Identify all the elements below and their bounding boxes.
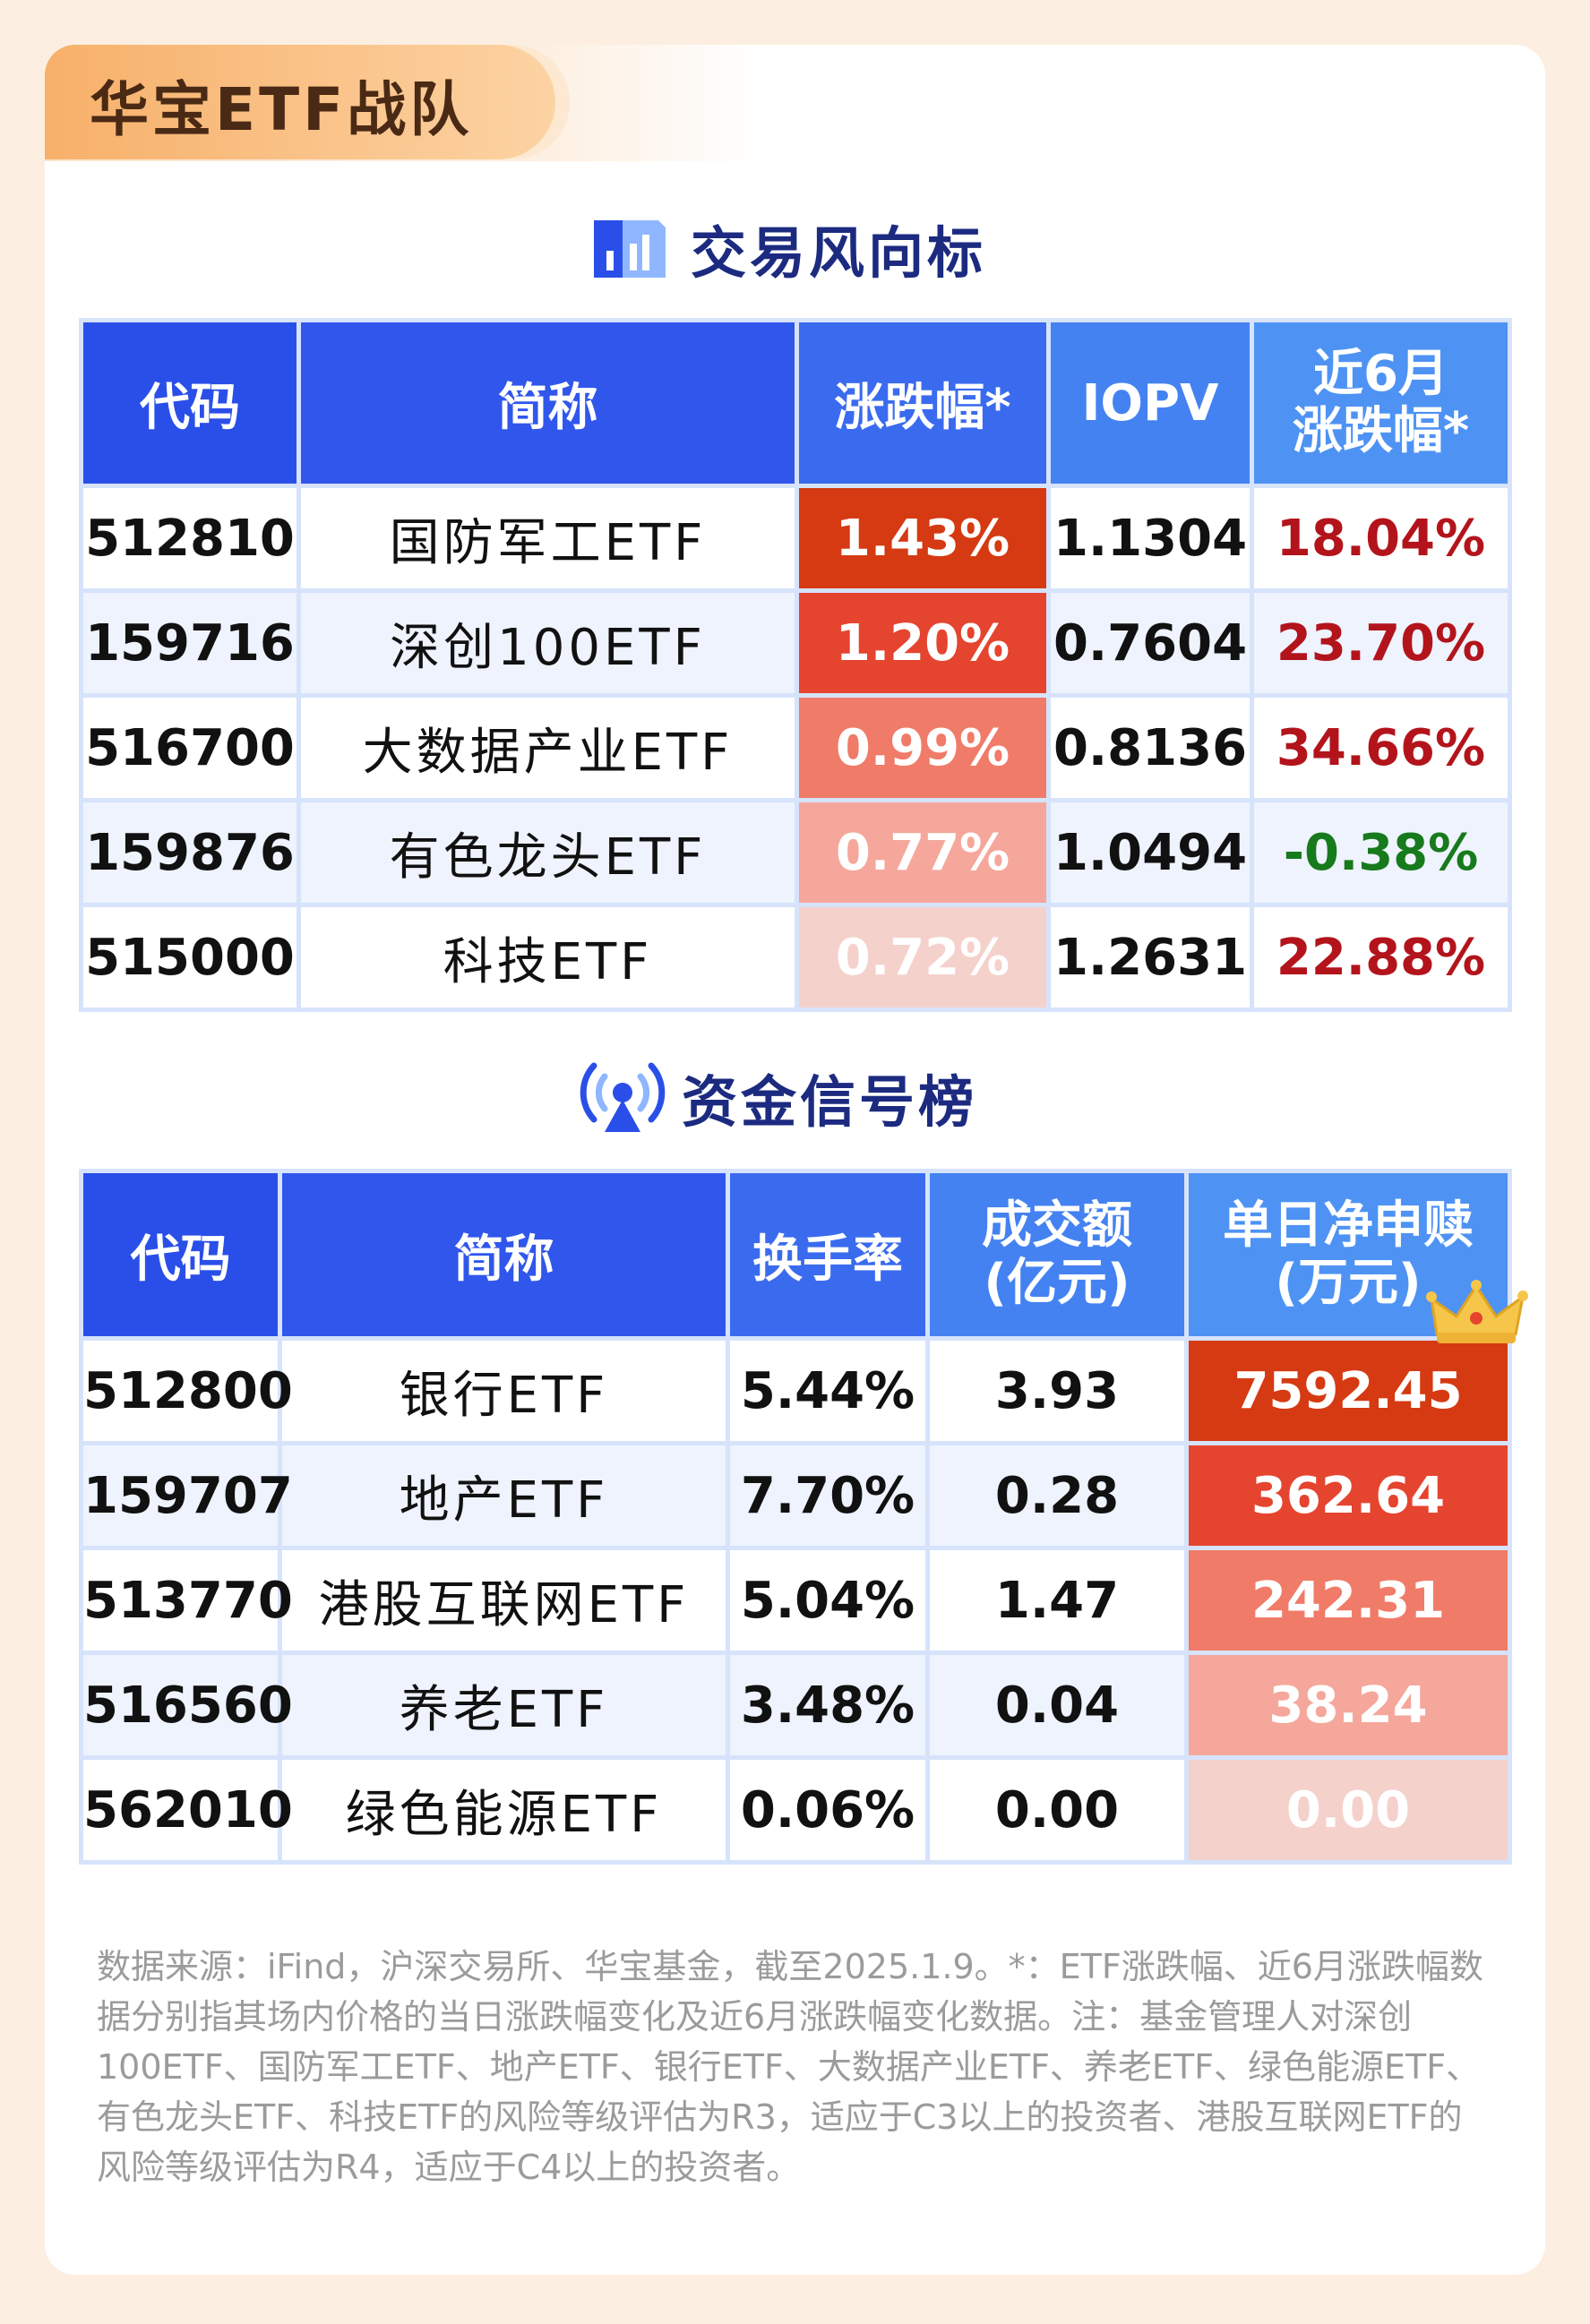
table-row: 515000 科技ETF 0.72% 1.2631 22.88%: [83, 907, 1508, 1008]
iopv-cell: 0.8136: [1051, 698, 1250, 798]
net-flow-cell: 38.24: [1189, 1655, 1508, 1755]
section-title-funds: 资金信号榜: [578, 1057, 1005, 1137]
col-header: 成交额 (亿元): [930, 1173, 1184, 1336]
code-cell: 513770: [83, 1550, 293, 1651]
table-row: 513770 港股互联网ETF 5.04% 1.47 242.31: [83, 1550, 1508, 1651]
code-cell: 516700: [83, 698, 297, 798]
volume-cell: 1.47: [930, 1550, 1184, 1651]
volume-cell: 0.00: [930, 1760, 1184, 1860]
section-title-funds-text: 资金信号榜: [682, 1069, 978, 1135]
name-cell: 银行ETF: [282, 1341, 726, 1441]
table-header-row: 代码 简称 换手率 成交额 (亿元) 单日净申赎 (万元): [83, 1173, 1508, 1336]
change-cell: 0.77%: [799, 802, 1046, 903]
turnover-cell: 3.48%: [730, 1655, 925, 1755]
funds-table: 代码 简称 换手率 成交额 (亿元) 单日净申赎 (万元) 512800 银行E…: [79, 1169, 1512, 1865]
table-row: 159707 地产ETF 7.70% 0.28 362.64: [83, 1445, 1508, 1546]
turnover-cell: 5.44%: [730, 1341, 925, 1441]
name-cell: 国防军工ETF: [301, 488, 795, 588]
volume-cell: 3.93: [930, 1341, 1184, 1441]
iopv-cell: 1.2631: [1051, 907, 1250, 1008]
name-cell: 科技ETF: [301, 907, 795, 1008]
table-row: 562010 绿色能源ETF 0.06% 0.00 0.00: [83, 1760, 1508, 1860]
change6m-cell: -0.38%: [1254, 802, 1508, 903]
code-cell: 512810: [83, 488, 297, 588]
name-cell: 绿色能源ETF: [282, 1760, 726, 1860]
col-header: 简称: [301, 322, 795, 484]
trading-table: 代码 简称 涨跌幅* IOPV 近6月 涨跌幅* 512810 国防军工ETF …: [79, 318, 1512, 1012]
name-cell: 地产ETF: [282, 1445, 726, 1546]
code-cell: 159707: [83, 1445, 293, 1546]
net-flow-cell: 362.64: [1189, 1445, 1508, 1546]
net-flow-cell: 242.31: [1189, 1550, 1508, 1651]
change-cell: 0.99%: [799, 698, 1046, 798]
col-header: 涨跌幅*: [799, 322, 1046, 484]
col-header: 代码: [83, 1173, 278, 1336]
col-header: IOPV: [1051, 322, 1250, 484]
change6m-cell: 34.66%: [1254, 698, 1508, 798]
change6m-cell: 23.70%: [1254, 593, 1508, 693]
name-cell: 有色龙头ETF: [301, 802, 795, 903]
footnote: 数据来源：iFind，沪深交易所、华宝基金，截至2025.1.9。*：ETF涨跌…: [97, 1947, 1483, 2187]
table-row: 512800 银行ETF 5.44% 3.93 7592.45: [83, 1341, 1508, 1441]
turnover-cell: 0.06%: [730, 1760, 925, 1860]
code-cell: 512800: [83, 1341, 293, 1441]
table-row: 516560 养老ETF 3.48% 0.04 38.24: [83, 1655, 1508, 1755]
turnover-cell: 5.04%: [730, 1550, 925, 1651]
code-cell: 516560: [83, 1655, 293, 1755]
bar-chart-icon: [587, 208, 676, 288]
change-cell: 0.72%: [799, 907, 1046, 1008]
table-row: 512810 国防军工ETF 1.43% 1.1304 18.04%: [83, 488, 1508, 588]
iopv-cell: 1.0494: [1051, 802, 1250, 903]
name-cell: 港股互联网ETF: [282, 1550, 726, 1651]
table-row: 516700 大数据产业ETF 0.99% 0.8136 34.66%: [83, 698, 1508, 798]
turnover-cell: 7.70%: [730, 1445, 925, 1546]
change6m-cell: 22.88%: [1254, 907, 1508, 1008]
table-row: 159716 深创100ETF 1.20% 0.7604 23.70%: [83, 593, 1508, 693]
col-header: 单日净申赎 (万元): [1189, 1173, 1508, 1336]
code-cell: 562010: [83, 1760, 293, 1860]
change-cell: 1.43%: [799, 488, 1046, 588]
section-title-trading-text: 交易风向标: [691, 220, 987, 286]
section-title-trading: 交易风向标: [587, 208, 1014, 288]
team-tag: [45, 45, 555, 159]
signal-broadcast-icon: [578, 1057, 667, 1137]
col-header: 换手率: [730, 1173, 925, 1336]
code-cell: 159876: [83, 802, 297, 903]
name-cell: 大数据产业ETF: [301, 698, 795, 798]
volume-cell: 0.28: [930, 1445, 1184, 1546]
team-tag-label: 华宝ETF战队: [90, 75, 473, 144]
col-header: 代码: [83, 322, 297, 484]
col-header: 近6月 涨跌幅*: [1254, 322, 1508, 484]
code-cell: 515000: [83, 907, 297, 1008]
iopv-cell: 0.7604: [1051, 593, 1250, 693]
name-cell: 养老ETF: [282, 1655, 726, 1755]
net-flow-cell: 0.00: [1189, 1760, 1508, 1860]
net-flow-cell: 7592.45: [1189, 1341, 1508, 1441]
code-cell: 159716: [83, 593, 297, 693]
volume-cell: 0.04: [930, 1655, 1184, 1755]
iopv-cell: 1.1304: [1051, 488, 1250, 588]
change-cell: 1.20%: [799, 593, 1046, 693]
col-header: 简称: [282, 1173, 726, 1336]
table-header-row: 代码 简称 涨跌幅* IOPV 近6月 涨跌幅*: [83, 322, 1508, 484]
crown-icon: [1424, 1279, 1532, 1351]
table-row: 159876 有色龙头ETF 0.77% 1.0494 -0.38%: [83, 802, 1508, 903]
name-cell: 深创100ETF: [301, 593, 795, 693]
change6m-cell: 18.04%: [1254, 488, 1508, 588]
